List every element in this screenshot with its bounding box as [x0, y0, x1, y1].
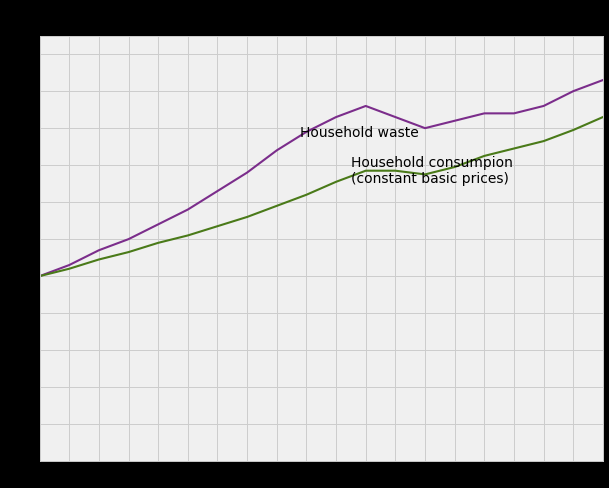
Text: Household consumpion
(constant basic prices): Household consumpion (constant basic pri…	[351, 155, 513, 185]
Text: Household waste: Household waste	[300, 125, 419, 139]
